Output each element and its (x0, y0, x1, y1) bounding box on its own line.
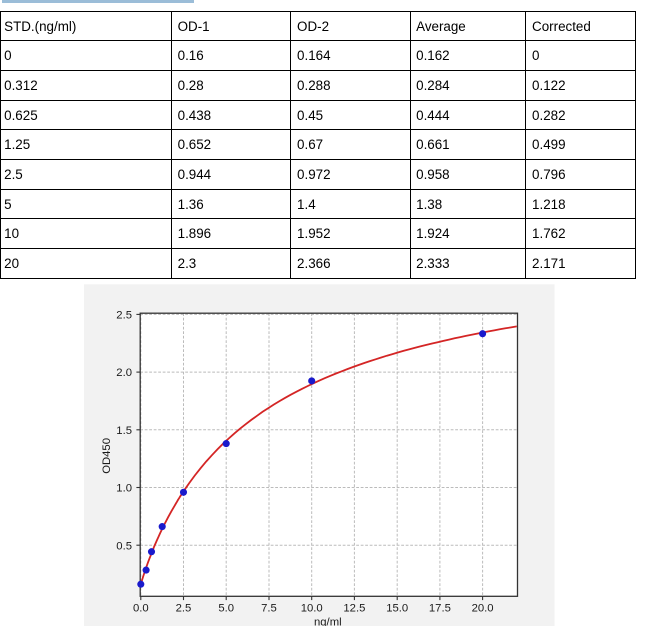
svg-text:0.5: 0.5 (116, 540, 132, 552)
svg-text:OD450: OD450 (101, 438, 113, 474)
svg-text:1.5: 1.5 (116, 425, 132, 437)
svg-text:15.0: 15.0 (386, 603, 408, 615)
svg-text:12.5: 12.5 (343, 603, 365, 615)
svg-text:2.5: 2.5 (176, 603, 192, 615)
svg-text:0.0: 0.0 (133, 603, 149, 615)
svg-text:20.0: 20.0 (472, 603, 494, 615)
svg-text:2.5: 2.5 (116, 310, 132, 322)
svg-text:ng/ml: ng/ml (314, 617, 342, 626)
svg-text:10.0: 10.0 (301, 603, 323, 615)
svg-text:2.0: 2.0 (116, 367, 132, 379)
svg-text:1.0: 1.0 (116, 483, 132, 495)
svg-text:17.5: 17.5 (429, 603, 451, 615)
svg-text:7.5: 7.5 (261, 603, 277, 615)
svg-text:5.0: 5.0 (218, 603, 234, 615)
